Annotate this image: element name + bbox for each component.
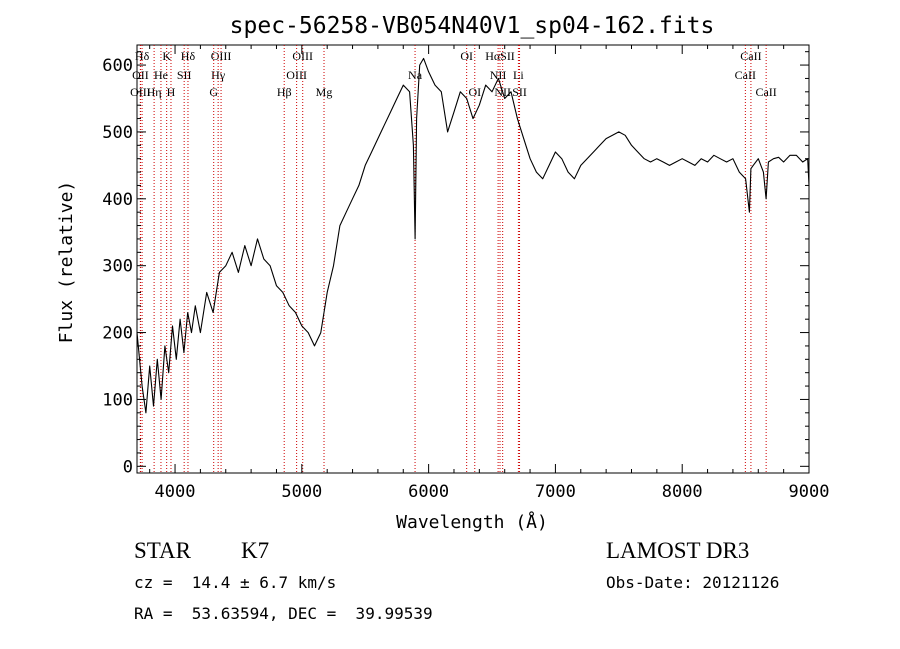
y-axis-label: Flux (relative) (56, 181, 77, 344)
y-tick-label: 400 (102, 190, 133, 210)
line-marker-label: OIII (211, 49, 232, 63)
line-marker-label: OIII (292, 49, 313, 63)
spectral-subclass: K7 (241, 538, 270, 563)
observation-date: Obs-Date: 20121126 (606, 573, 780, 592)
spectrum-line (136, 57, 810, 414)
line-marker-label: Na (408, 68, 423, 82)
y-tick-label: 500 (102, 123, 133, 143)
line-marker-label: CaII (755, 85, 776, 99)
line-marker-label: H (167, 85, 176, 99)
line-marker-label: He (154, 68, 168, 82)
line-marker-label: G (209, 85, 218, 99)
line-marker-label: Mg (316, 85, 333, 99)
coordinates: RA = 53.63594, DEC = 39.99539 (134, 604, 433, 623)
x-tick-label: 7000 (535, 482, 576, 502)
line-marker-label: Hη (147, 85, 162, 99)
line-marker-label: Hβ (277, 85, 292, 99)
line-marker-label: SII (512, 85, 527, 99)
plot-frame (136, 44, 810, 474)
x-tick-label: 5000 (281, 482, 322, 502)
line-marker-label: OI (468, 85, 481, 99)
x-tick-label: 9000 (789, 482, 830, 502)
y-tick-label: 600 (102, 56, 133, 76)
redshift-value: cz = 14.4 ± 6.7 km/s (134, 573, 337, 592)
line-marker-label: CaII (735, 68, 756, 82)
line-marker-label: K (162, 49, 171, 63)
line-marker-label: SII (177, 68, 192, 82)
y-tick-label: 100 (102, 390, 133, 410)
line-marker-label: CaII (740, 49, 761, 63)
survey-name: LAMOST DR3 (606, 538, 750, 563)
y-tick-label: 300 (102, 257, 133, 277)
x-tick-label: 4000 (155, 482, 196, 502)
y-tick-label: 0 (123, 457, 133, 477)
line-marker-label: Hγ (211, 68, 226, 82)
x-tick-label: 6000 (408, 482, 449, 502)
series-group (136, 57, 810, 414)
line-marker-label: Hδ (135, 49, 150, 63)
x-axis-label: Wavelength (Å) (396, 511, 548, 533)
line-marker-label: Li (513, 68, 524, 82)
chart-title: spec-56258-VB054N40V1_sp04-162.fits (230, 13, 715, 39)
axes: 4000 5000 6000 7000 8000 9000 0 100 200 300 400 500… (102, 45, 829, 502)
line-marker-label: Hδ (181, 49, 196, 63)
line-marker-label: OIII (286, 68, 307, 82)
object-type: STAR (134, 538, 191, 563)
x-tick-label: 8000 (662, 482, 703, 502)
line-marker-label: OI (460, 49, 473, 63)
y-tick-label: 200 (102, 324, 133, 344)
line-marker-label: HαSII (485, 49, 515, 63)
